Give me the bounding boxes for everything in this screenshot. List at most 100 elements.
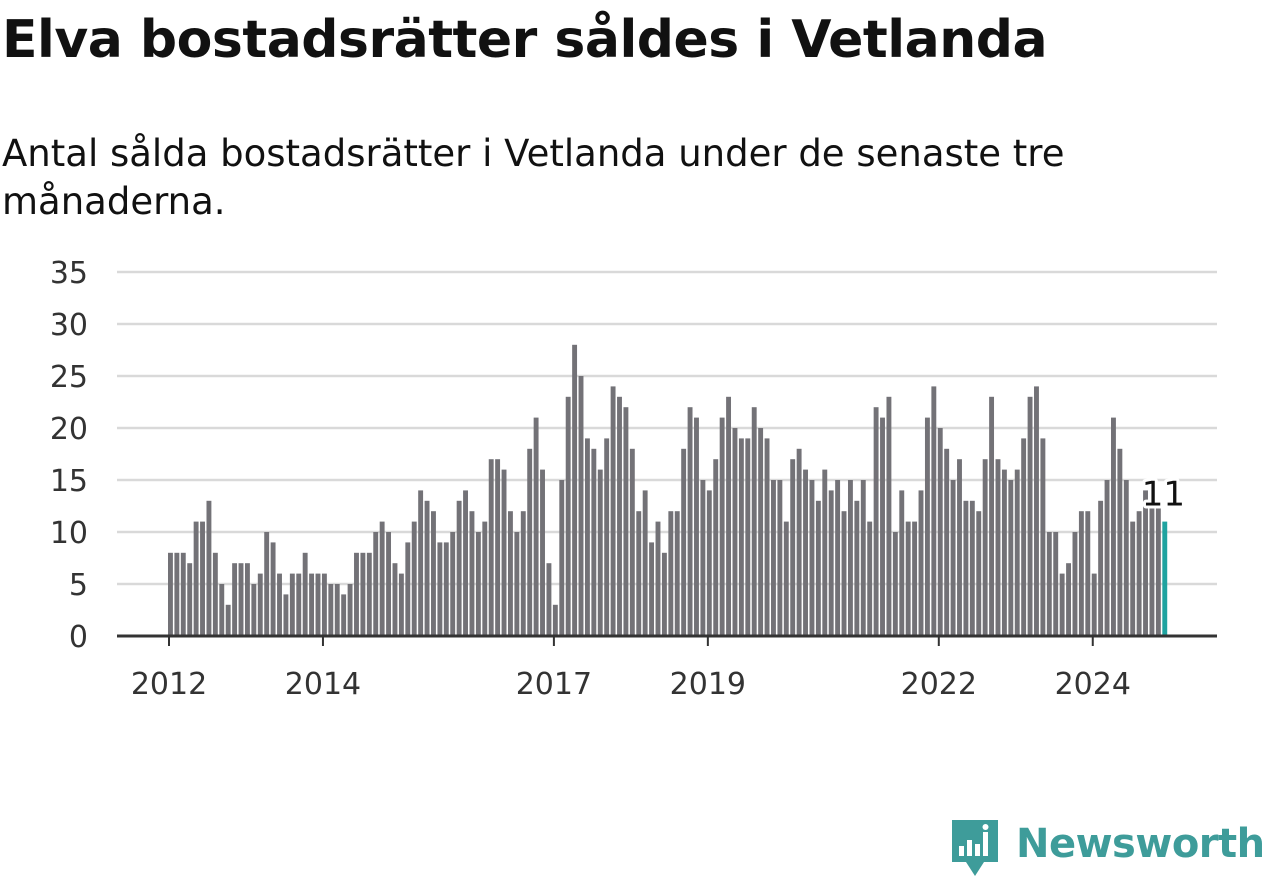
bar [405,542,411,636]
gridlines [117,270,1217,586]
bar [681,448,687,636]
bar [283,594,289,636]
bar [700,480,706,636]
bar [1046,532,1052,636]
y-axis-labels: 0 5 10 15 20 25 30 35 [50,256,88,655]
bar [533,417,539,636]
bar [892,532,898,636]
bar [706,490,712,636]
highlighted-bar [1162,521,1168,636]
bar [572,344,578,636]
bar [270,542,276,636]
bar [482,521,488,636]
bar [604,438,610,636]
bar [719,417,725,636]
bar [431,511,436,636]
bar [989,396,995,636]
bar [828,490,834,636]
bar [944,448,950,636]
bar [475,532,481,636]
bar [1111,417,1116,636]
bar [206,500,212,636]
bar [456,500,462,636]
bar [995,459,1001,636]
bar [238,563,244,636]
bar [450,532,456,636]
bar [168,552,173,636]
newsworthy-logo: Newsworthy [950,818,1262,882]
bar [527,448,533,636]
bar [1008,480,1014,636]
bar [488,459,494,636]
bar [591,448,597,636]
bar [912,521,918,636]
bar [809,480,815,636]
bar [899,490,905,636]
bar [411,521,417,636]
bar [540,469,545,636]
bar [200,521,205,636]
bar [495,459,501,636]
newsworthy-logo-icon [952,820,998,876]
bar [315,573,321,636]
bar [771,480,776,636]
bar [777,480,783,636]
bar [880,417,885,636]
chart-title: Elva bostadsrätter såldes i Vetlanda [2,10,1048,70]
x-tick-label: 2012 [131,667,207,702]
bar [193,521,199,636]
bar [289,573,295,636]
bar [392,563,398,636]
bar [905,521,911,636]
bar [617,396,622,636]
bar [514,532,520,636]
bar [963,500,969,636]
bar [982,459,988,636]
bar [758,428,764,636]
bar [1021,438,1027,636]
bar [732,428,738,636]
bar [321,573,327,636]
bar [1001,469,1007,636]
bar [232,563,238,636]
bar [1053,532,1059,636]
bar [501,469,507,636]
bar [219,584,225,636]
bar [847,480,853,636]
brand-name: Newsworthy [1016,821,1262,867]
bar [424,500,430,636]
bar [783,521,789,636]
bar [860,480,866,636]
bar [1155,500,1161,636]
bar [661,552,667,636]
bar [386,532,392,636]
bar [373,532,379,636]
bar [726,396,732,636]
bar [642,490,648,636]
bar [302,552,308,636]
bar [687,407,693,636]
bar [1078,511,1084,636]
bar [1117,448,1123,636]
bar [437,542,443,636]
bar [552,604,558,636]
bar [1136,511,1142,636]
x-tick-label: 2019 [670,667,746,702]
bar [578,376,584,636]
bar [854,500,860,636]
y-tick-label: 35 [50,256,88,291]
bar [668,511,674,636]
bar [957,459,962,636]
bar [655,521,661,636]
bar [174,552,180,636]
bar [379,521,385,636]
bar [1085,511,1091,636]
bar [713,459,719,636]
bar [649,542,655,636]
bar [796,448,802,636]
bar [180,552,186,636]
bar [334,584,340,636]
bar [835,480,841,636]
bar [937,428,943,636]
bar [636,511,642,636]
